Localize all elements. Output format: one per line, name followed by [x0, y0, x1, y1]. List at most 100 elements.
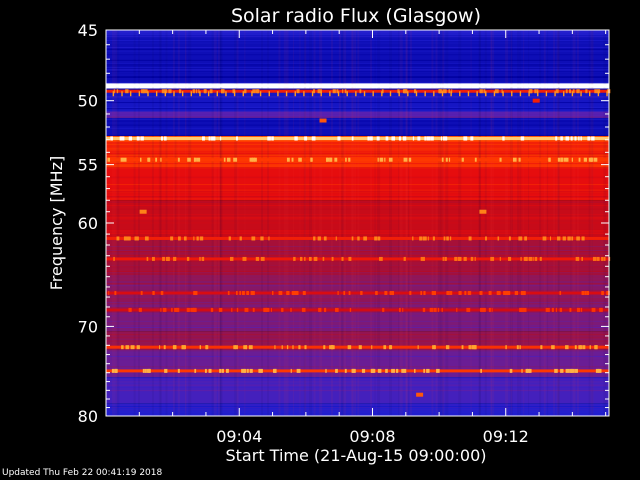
time-column: [283, 30, 287, 416]
bright-line-8: [106, 345, 609, 349]
noise-stripe: [106, 42, 609, 44]
line-segment: [337, 291, 339, 296]
line-segment: [194, 157, 197, 162]
line-segment: [348, 291, 351, 296]
noise-stripe: [106, 107, 609, 109]
line-segment: [296, 368, 301, 373]
line-segment: [499, 157, 502, 162]
line-segment: [551, 345, 555, 350]
line-segment: [190, 307, 195, 312]
noise-stripe: [106, 72, 609, 74]
line-segment: [163, 136, 167, 141]
time-column: [539, 30, 542, 416]
line-segment: [497, 236, 500, 241]
spot-4: [532, 98, 540, 103]
line-segment: [196, 236, 199, 241]
interference-tick: [173, 91, 175, 97]
line-segment: [571, 236, 574, 241]
line-segment: [192, 83, 196, 88]
line-segment: [264, 83, 267, 88]
updated-timestamp: Updated Thu Feb 22 00:41:19 2018: [2, 468, 163, 478]
time-column: [211, 30, 214, 416]
line-segment: [593, 157, 598, 162]
line-segment: [130, 345, 135, 350]
interference-tick: [511, 91, 513, 97]
line-segment: [335, 307, 339, 312]
line-segment: [136, 136, 140, 141]
noise-stripe: [106, 214, 609, 216]
interference-tick: [580, 91, 582, 97]
noise-stripe: [106, 119, 609, 121]
line-segment: [599, 307, 603, 312]
time-column: [547, 30, 549, 416]
noise-stripe: [106, 234, 609, 236]
line-segment: [193, 236, 195, 241]
line-segment: [208, 136, 211, 141]
line-segment: [160, 136, 164, 141]
time-column: [330, 30, 333, 416]
time-column: [478, 30, 480, 416]
line-segment: [110, 136, 113, 141]
noise-stripe: [106, 127, 609, 129]
line-segment: [402, 89, 407, 94]
line-segment: [369, 136, 373, 141]
noise-stripe: [106, 379, 609, 381]
noise-stripe: [106, 36, 609, 38]
line-segment: [211, 136, 216, 141]
line-segment: [249, 157, 253, 162]
line-segment: [377, 157, 379, 162]
axis-ticks: 09:04 09:08 09:12 45 50 55 60 70 80: [78, 21, 609, 446]
noise-stripe: [106, 38, 609, 40]
line-segment: [270, 307, 272, 312]
line-segment: [317, 89, 320, 94]
noise-stripe: [106, 267, 609, 269]
noise-stripe: [106, 204, 609, 206]
line-segment: [255, 256, 260, 261]
noise-stripe: [106, 143, 609, 145]
line-segment: [468, 345, 471, 350]
line-segment: [556, 83, 559, 88]
line-segment: [291, 157, 294, 162]
line-segment: [454, 256, 457, 261]
line-segment: [520, 256, 522, 261]
noise-stripe: [106, 127, 609, 129]
line-segment: [172, 345, 177, 350]
line-segment: [557, 236, 561, 241]
line-segment: [246, 291, 249, 296]
noise-stripe: [106, 338, 609, 340]
line-segment: [554, 368, 558, 373]
time-column: [313, 30, 316, 416]
line-segment: [116, 89, 119, 94]
line-segment: [591, 136, 595, 141]
line-segment: [113, 89, 115, 94]
line-segment: [438, 89, 442, 94]
line-segment: [194, 368, 197, 373]
line-segment: [414, 368, 416, 373]
time-column: [217, 30, 220, 416]
interference-tick: [294, 91, 296, 97]
time-column: [440, 30, 444, 416]
line-segment: [251, 157, 255, 162]
line-segment: [528, 89, 532, 94]
noise-stripe: [106, 413, 609, 415]
line-segment: [233, 345, 236, 350]
noise-stripe: [106, 70, 609, 72]
line-segment: [594, 89, 599, 94]
line-segment: [547, 307, 550, 312]
line-segment: [322, 83, 326, 88]
line-segment: [483, 89, 486, 94]
line-segment: [233, 83, 237, 88]
line-segment: [479, 89, 483, 94]
line-segment: [245, 345, 247, 350]
noise-stripe: [106, 414, 609, 416]
line-segment: [587, 136, 591, 141]
line-segment: [140, 157, 142, 162]
line-segment: [331, 256, 334, 261]
line-segment: [371, 345, 373, 350]
interference-tick: [164, 91, 167, 97]
line-segment: [161, 83, 164, 88]
line-segment: [429, 307, 434, 312]
interference-tick: [268, 91, 270, 97]
line-segment: [114, 368, 118, 373]
noise-stripe: [106, 279, 609, 281]
